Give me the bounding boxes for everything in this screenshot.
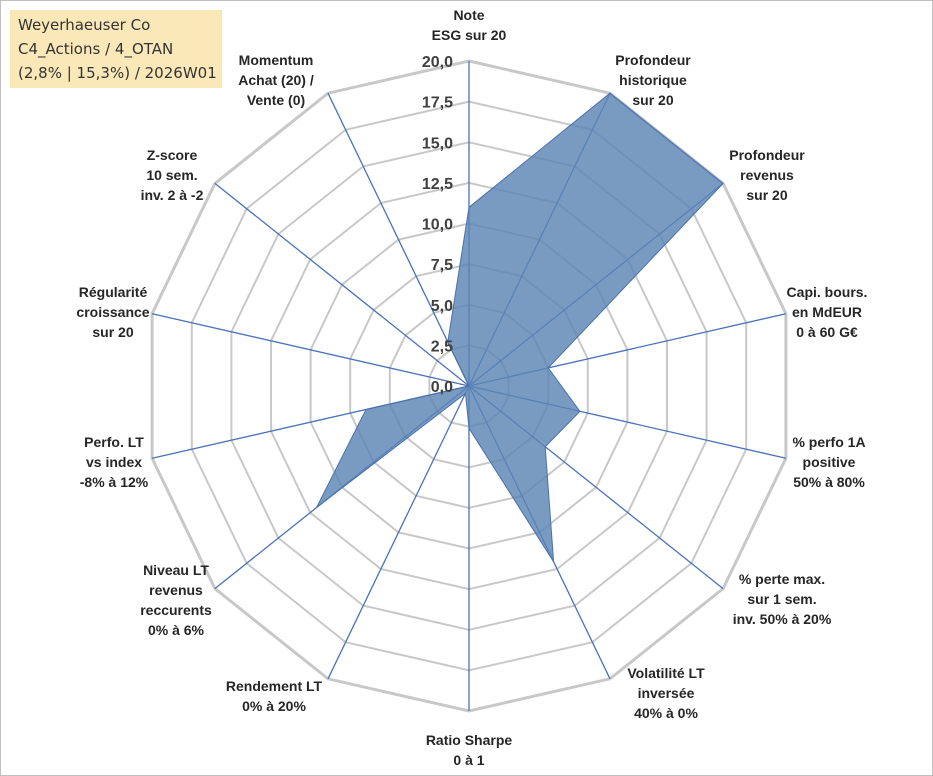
category-label: 50% à 80%	[793, 474, 865, 490]
category-label: 40% à 0%	[634, 705, 698, 721]
category-label: Volatilité LT	[627, 665, 705, 681]
category-label: 0 à 60 G€	[796, 324, 858, 340]
category-label: Momentum	[239, 52, 314, 68]
tick-label: 5,0	[431, 298, 453, 315]
portfolio-label: C4_Actions / 4_OTAN	[18, 40, 174, 58]
category-label: Vente (0)	[247, 92, 305, 108]
tick-label: 15,0	[422, 135, 453, 152]
axis-spoke	[151, 313, 470, 387]
tick-label: 7,5	[431, 257, 453, 274]
category-label: Z-score	[147, 147, 198, 163]
tick-label: 2,5	[431, 338, 453, 355]
period-label: (2,8% | 15,3%) / 2026W01	[18, 64, 217, 82]
category-label: inv. 50% à 20%	[733, 611, 832, 627]
category-label: Profondeur	[615, 52, 691, 68]
info-box: Weyerhaeuser Co C4_Actions / 4_OTAN (2,8…	[10, 10, 222, 88]
category-label: 0 à 1	[453, 752, 484, 768]
category-label: ESG sur 20	[432, 27, 507, 43]
axis-spoke	[327, 92, 470, 387]
category-label-layer: Note ESG sur 20 Profondeur historique sur 20…	[76, 7, 867, 768]
category-label: sur 20	[92, 324, 133, 340]
category-label: -8% à 12%	[80, 474, 149, 490]
category-label: Capi. bours.	[787, 284, 868, 300]
category-label: revenus	[740, 167, 794, 183]
category-label: revenus	[149, 582, 203, 598]
category-label: sur 20	[632, 92, 673, 108]
category-label: 0% à 6%	[148, 622, 205, 638]
category-label: positive	[803, 454, 856, 470]
category-label: Rendement LT	[226, 678, 323, 694]
category-label: Perfo. LT	[84, 434, 144, 450]
category-label: historique	[619, 72, 687, 88]
category-label: 10 sem.	[146, 167, 197, 183]
category-label: inv. 2 à -2	[141, 187, 204, 203]
category-label: reccurents	[140, 602, 212, 618]
company-name: Weyerhaeuser Co	[18, 16, 151, 34]
tick-label: 12,5	[422, 176, 453, 193]
category-label: inversée	[638, 685, 695, 701]
series-layer	[316, 92, 724, 562]
category-label: en MdEUR	[792, 304, 862, 320]
tick-label: 20,0	[422, 54, 453, 71]
tick-label: 10,0	[422, 217, 453, 234]
tick-label: 0,0	[431, 379, 453, 396]
category-label: vs index	[86, 454, 142, 470]
category-label: % perte max.	[739, 571, 825, 587]
axis-spoke	[214, 182, 470, 387]
category-label: sur 1 sem.	[747, 591, 816, 607]
category-label: croissance	[76, 304, 149, 320]
category-label: Régularité	[79, 284, 148, 300]
category-label: Ratio Sharpe	[426, 732, 513, 748]
category-label: Note	[453, 7, 484, 23]
category-label: Niveau LT	[143, 562, 209, 578]
category-label: Profondeur	[729, 147, 805, 163]
category-label: sur 20	[746, 187, 787, 203]
tick-label: 17,5	[422, 95, 453, 112]
axis-spoke	[327, 385, 470, 680]
tick-label-layer: 0,0 2,5 5,0 7,5 10,0 12,5 15,0 17,5 20,0	[422, 54, 453, 396]
category-label: % perfo 1A	[792, 434, 865, 450]
category-label: 0% à 20%	[242, 698, 306, 714]
series-area	[316, 92, 724, 562]
category-label: Achat (20) /	[238, 72, 314, 88]
